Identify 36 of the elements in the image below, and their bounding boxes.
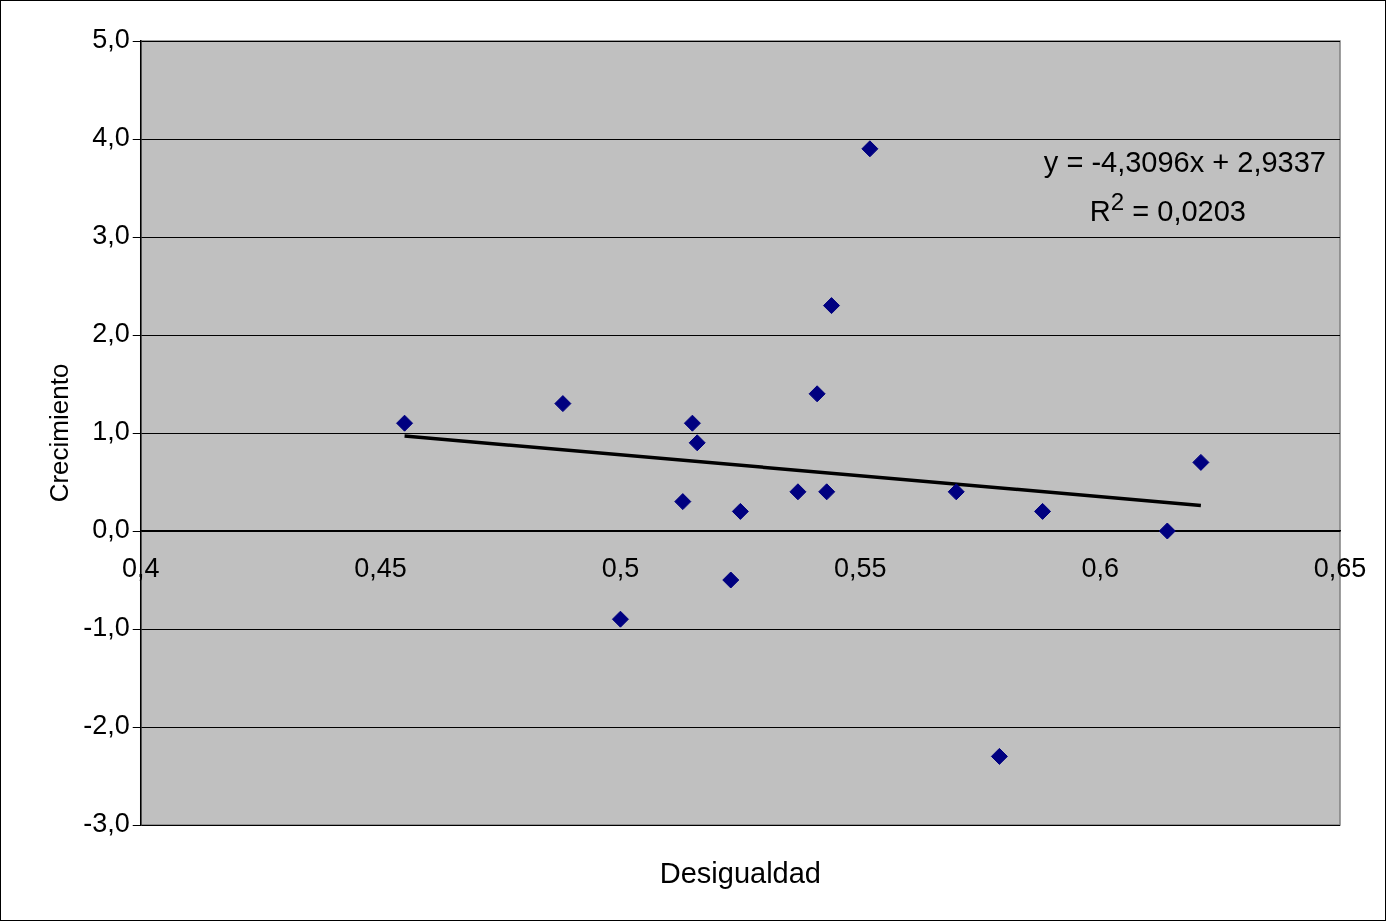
annotation: y = -4,3096x + 2,9337 — [1043, 146, 1326, 179]
x-tick-label: 0,65 — [1313, 552, 1367, 583]
y-tick-label: 5,0 — [92, 24, 130, 55]
x-tick-label: 0,45 — [354, 552, 407, 583]
point — [818, 483, 836, 501]
point — [396, 414, 414, 432]
y-tick-label: -2,0 — [83, 710, 130, 741]
point — [823, 297, 841, 315]
x-axis-title: Desigualdad — [658, 857, 822, 890]
point — [808, 385, 826, 403]
y-axis-title: Crecimiento — [43, 363, 74, 503]
point — [990, 747, 1008, 765]
y-tick-label: 4,0 — [92, 122, 130, 153]
x-tick-label: 0,6 — [1081, 552, 1119, 583]
y-tick-label: 2,0 — [92, 318, 130, 349]
y-tick-label: -3,0 — [83, 808, 130, 839]
point — [789, 483, 807, 501]
point — [554, 395, 572, 413]
y-tick-label: 1,0 — [92, 416, 130, 447]
point — [731, 502, 749, 520]
x-tick-label: 0,5 — [601, 552, 640, 583]
point — [683, 414, 701, 432]
point — [722, 571, 740, 589]
point — [1158, 522, 1176, 540]
point — [674, 493, 692, 511]
y-tick-label: -1,0 — [83, 612, 130, 643]
annotation: R$^{2}$ = 0,0203 — [1089, 188, 1246, 228]
point — [688, 434, 706, 452]
point — [611, 610, 629, 628]
point — [861, 140, 879, 158]
y-tick-label: 0,0 — [92, 514, 130, 545]
point — [947, 483, 965, 501]
point — [1034, 502, 1052, 520]
y-tick-label: 3,0 — [92, 220, 130, 251]
x-tick-label: 0,55 — [834, 552, 887, 583]
point — [1192, 453, 1210, 471]
